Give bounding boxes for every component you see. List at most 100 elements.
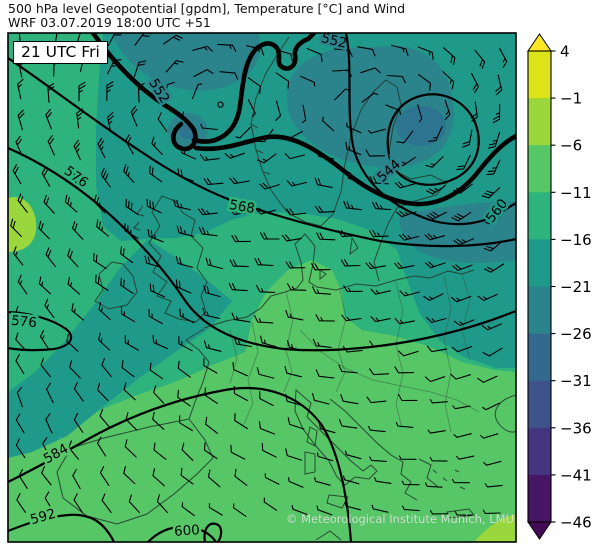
wind-barb-icon: [207, 469, 221, 488]
wind-barb-icon: [44, 298, 55, 319]
wind-barb-icon: [45, 382, 54, 404]
coastline: [329, 398, 418, 501]
wind-barb-icon: [234, 468, 248, 486]
wind-barb-icon: [314, 177, 333, 188]
wind-barb-icon: [316, 232, 336, 241]
wind-barb-icon: [425, 261, 446, 269]
temperature-region: [112, 33, 261, 91]
wind-barb-icon: [99, 466, 110, 486]
wind-barb-icon: [41, 466, 52, 486]
wind-barb-icon: [99, 408, 111, 429]
geopotential-contour-560: [344, 33, 516, 226]
colorbar-segment: [528, 98, 551, 146]
wind-barb-icon: [495, 74, 503, 96]
wind-barb-icon: [15, 438, 26, 459]
wind-barb-icon: [219, 71, 239, 81]
geopotential-contour-576: [8, 146, 516, 352]
wind-barb-icon: [260, 232, 280, 240]
colorbar-tick-label: −11: [560, 184, 592, 202]
colorbar-tick-label: −31: [560, 372, 592, 390]
wind-barb-icon: [312, 338, 332, 348]
geopotential-contour-600: [203, 522, 223, 542]
wind-barb-icon: [480, 433, 499, 439]
temperature-region: [396, 106, 446, 146]
wind-barb-icon: [93, 252, 107, 270]
wind-barb-icon: [152, 411, 165, 430]
wind-barb-icon: [15, 332, 27, 352]
coastline: [203, 233, 475, 329]
map-frame: [7, 32, 517, 543]
wind-barb-icon: [203, 285, 221, 298]
wind-barb-icon: [231, 234, 251, 243]
wind-barb-icon: [71, 303, 85, 321]
coastline: [432, 469, 466, 490]
wind-barb-icon: [428, 126, 443, 142]
wind-barb-icon: [153, 385, 165, 404]
wind-barb-icon: [401, 480, 420, 486]
coastline: [94, 261, 138, 310]
wind-barb-icon: [477, 375, 498, 383]
wind-barb-icon: [482, 347, 503, 357]
wind-barb-icon: [390, 44, 409, 57]
wind-barb-icon: [125, 412, 138, 431]
wind-barb-icon: [311, 263, 331, 271]
chart-title: 500 hPa level Geopotential [gpdm], Tempe…: [8, 1, 406, 16]
wind-barb-icon: [40, 357, 51, 378]
wind-barb-icon: [235, 126, 251, 139]
colorbar-segment: [528, 333, 551, 382]
wind-barb-icon: [130, 105, 138, 127]
wind-barb-icon: [178, 336, 193, 352]
wind-barb-icon: [261, 442, 277, 458]
wind-barb-icon: [396, 130, 414, 144]
geopotential-contour-552: [193, 133, 516, 207]
wind-barb-icon: [106, 81, 114, 101]
wind-barb-icon: [425, 156, 444, 168]
wind-barb-icon: [286, 208, 307, 216]
wind-barb-icon: [338, 418, 358, 429]
wind-barb-icon: [73, 413, 84, 433]
wind-barb-icon: [368, 426, 386, 433]
wind-barb-icon: [163, 34, 183, 45]
wind-barb-icon: [338, 364, 358, 374]
wind-barb-icon: [179, 415, 193, 432]
wind-barb-icon: [394, 366, 415, 374]
wind-barb-icon: [175, 256, 194, 268]
coastline: [304, 451, 316, 475]
wind-barb-icon: [263, 497, 278, 511]
wind-barb-icon: [217, 43, 237, 52]
wind-barb-icon: [123, 164, 135, 183]
wind-barb-icon: [369, 176, 389, 185]
wind-barb-icon: [78, 81, 86, 102]
wind-barb-icon: [462, 129, 473, 148]
wind-barb-icon: [365, 262, 386, 270]
geopotential-contour-592: [8, 513, 116, 542]
colorbar-segment: [528, 145, 551, 193]
wind-barb-icon: [10, 218, 22, 238]
wind-barb-icon: [45, 108, 53, 130]
wind-barb-icon: [123, 465, 136, 485]
wind-barb-icon: [17, 193, 28, 213]
coastline: [446, 508, 475, 519]
wind-barb-icon: [152, 335, 168, 350]
wind-barb-icon: [192, 45, 213, 52]
wind-barb-icon: [173, 199, 191, 211]
wind-barb-icon: [451, 345, 473, 353]
wind-barb-icon: [101, 493, 112, 513]
wind-barb-icon: [45, 247, 56, 267]
wind-barb-icon: [96, 219, 109, 237]
wind-barb-icon: [12, 164, 22, 185]
colorbar-arrow-top: [527, 33, 552, 52]
wind-barb-icon: [69, 359, 81, 379]
wind-barb-icon: [232, 503, 247, 517]
wind-barb-icon: [368, 230, 389, 238]
wind-barb-icon: [17, 78, 24, 100]
wind-barb-icon: [450, 373, 471, 380]
geopotential-contour-552: [191, 33, 317, 144]
wind-barb-icon: [285, 261, 306, 269]
wind-barb-icon: [45, 413, 53, 434]
wind-barb-icon: [15, 413, 25, 434]
colorbar-segment: [528, 380, 551, 429]
wind-barb-icon: [426, 211, 447, 220]
wind-barb-icon: [39, 329, 50, 350]
